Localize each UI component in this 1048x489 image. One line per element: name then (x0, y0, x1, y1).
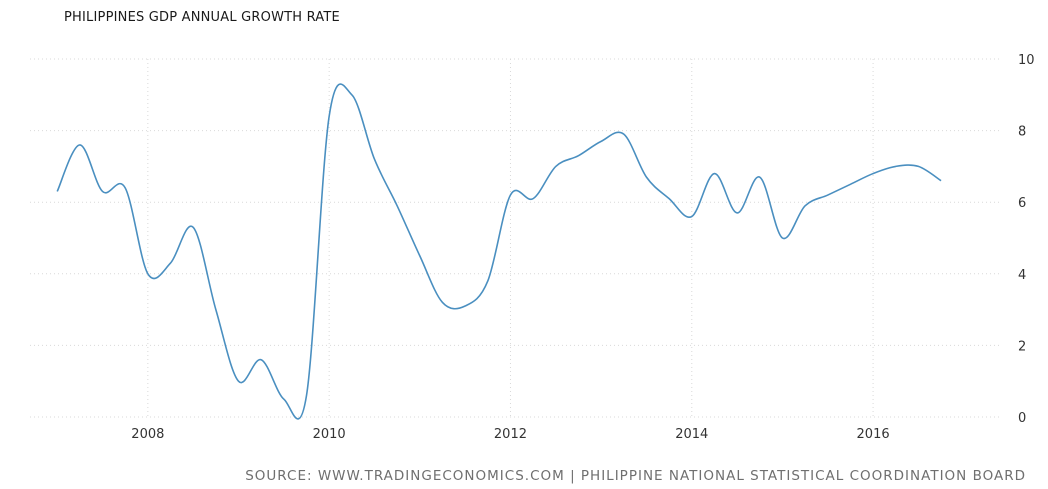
y-tick-label: 2 (1018, 339, 1026, 354)
source-note: SOURCE: WWW.TRADINGECONOMICS.COM | PHILI… (245, 468, 1026, 484)
x-tick-label: 2014 (675, 427, 708, 442)
x-tick-label: 2008 (131, 427, 164, 442)
x-tick-label: 2010 (313, 427, 346, 442)
y-tick-label: 8 (1018, 125, 1026, 140)
y-tick-label: 0 (1018, 411, 1026, 426)
x-tick-label: 2012 (494, 427, 527, 442)
y-axis: 0 2 4 6 8 10 (1018, 53, 1035, 426)
y-tick-label: 6 (1018, 196, 1026, 211)
x-tick-label: 2016 (857, 427, 890, 442)
gridlines (30, 58, 1000, 418)
series-layer (56, 83, 942, 420)
x-axis: 2008 2010 2012 2014 2016 (131, 427, 889, 442)
chart-title: PHILIPPINES GDP ANNUAL GROWTH RATE (64, 10, 340, 25)
y-tick-label: 4 (1018, 268, 1026, 283)
series-line (56, 83, 942, 420)
y-tick-label: 10 (1018, 53, 1035, 68)
